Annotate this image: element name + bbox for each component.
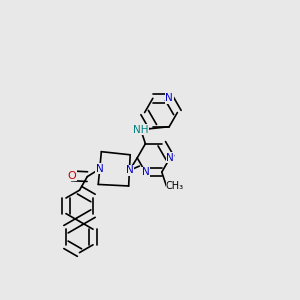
- Text: CH₃: CH₃: [166, 181, 184, 191]
- Text: N: N: [166, 153, 174, 163]
- Text: O: O: [67, 171, 76, 181]
- Text: NH: NH: [133, 125, 148, 135]
- Text: N: N: [125, 165, 133, 176]
- Text: N: N: [165, 93, 173, 103]
- Text: N: N: [96, 164, 104, 174]
- Text: N: N: [142, 167, 149, 177]
